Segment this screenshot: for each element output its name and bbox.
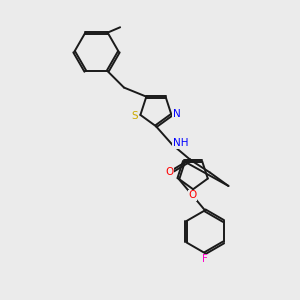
- Text: F: F: [202, 254, 208, 264]
- Text: O: O: [165, 167, 173, 177]
- Text: O: O: [188, 190, 196, 200]
- Text: NH: NH: [173, 139, 188, 148]
- Text: N: N: [173, 109, 181, 119]
- Text: S: S: [131, 110, 138, 121]
